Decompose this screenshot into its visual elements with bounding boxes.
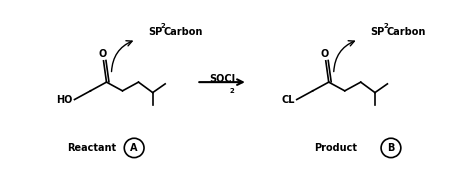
Text: SP: SP (148, 27, 162, 37)
Text: SOCl: SOCl (209, 74, 235, 84)
Text: O: O (98, 49, 106, 59)
Text: 2: 2 (383, 23, 388, 29)
Text: SP: SP (370, 27, 385, 37)
Text: Carbon: Carbon (386, 27, 425, 37)
Text: Carbon: Carbon (164, 27, 203, 37)
Text: 2: 2 (230, 88, 234, 94)
Text: Reactant: Reactant (67, 143, 116, 153)
Text: B: B (387, 143, 395, 153)
Text: Product: Product (314, 143, 357, 153)
Text: 2: 2 (161, 23, 165, 29)
Text: CL: CL (281, 95, 295, 105)
Text: HO: HO (56, 95, 72, 105)
Text: A: A (130, 143, 138, 153)
Text: O: O (321, 49, 329, 59)
